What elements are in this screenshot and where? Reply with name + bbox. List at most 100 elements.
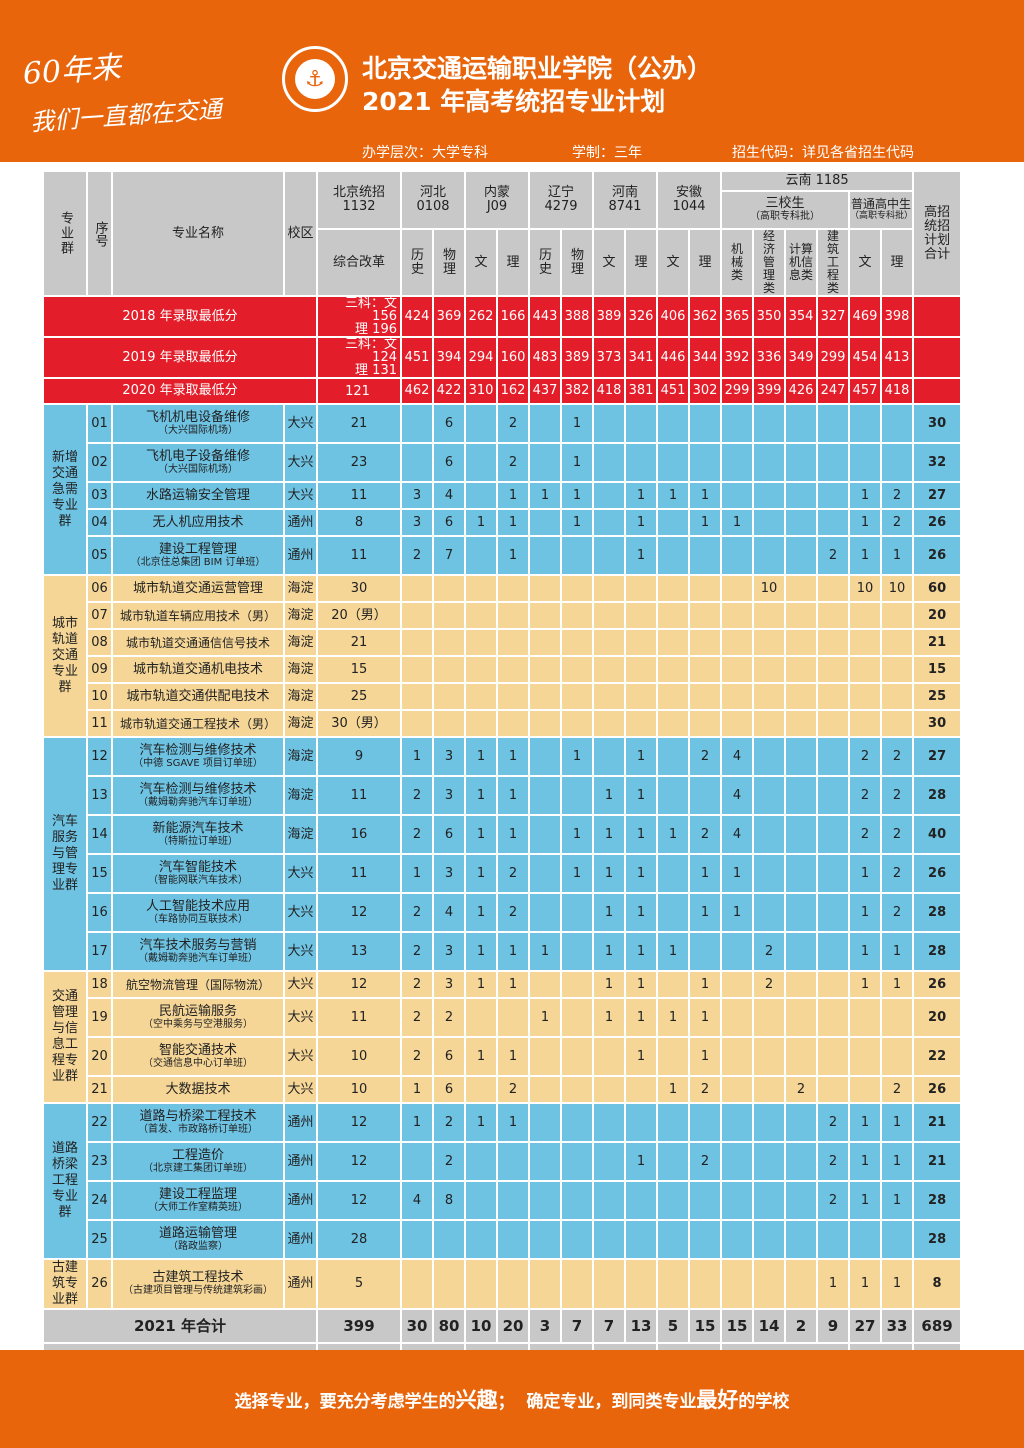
province-quota: [752, 775, 787, 816]
province-quota: [656, 892, 691, 933]
score-value: 350: [752, 295, 787, 338]
province-quota: [784, 1036, 819, 1077]
province-quota: 1: [495, 775, 531, 816]
province-quota: [592, 628, 627, 657]
campus: 通州: [283, 535, 318, 576]
province-quota: 1: [400, 1102, 434, 1143]
province-quota: 2: [400, 814, 434, 855]
province-quota: [784, 628, 819, 657]
row-total: 30: [912, 403, 963, 444]
province-quota: 6: [432, 1036, 466, 1077]
row-seq: 17: [86, 931, 113, 972]
province-quota: [528, 709, 563, 738]
province-quota: [624, 1102, 659, 1143]
row-seq: 22: [86, 1102, 113, 1143]
score-value: 326: [624, 295, 659, 338]
province-quota: [816, 601, 851, 630]
header-subcol: 理: [880, 228, 915, 297]
province-quota: 1: [528, 481, 563, 510]
province-quota: [592, 736, 627, 777]
province-quota: [464, 442, 498, 483]
province-quota: [592, 1075, 627, 1104]
header-putong: 普通高中生 （高职专科批）: [848, 190, 915, 230]
province-quota: [528, 1102, 563, 1143]
province-quota: [528, 403, 563, 444]
major-subtitle: （大师工作室精英班）: [148, 1201, 248, 1213]
province-quota: 1: [464, 853, 498, 894]
province-quota: 4: [720, 775, 755, 816]
province-quota: 1: [624, 970, 659, 999]
province-quota: 6: [432, 1075, 466, 1104]
row-seq: 18: [86, 970, 113, 999]
score-value: 451: [400, 336, 434, 379]
row-seq: 19: [86, 997, 113, 1038]
sum-value: 7: [560, 1308, 595, 1344]
major-title: 建设工程监理: [158, 1186, 237, 1202]
header-subcol: 物理: [432, 228, 466, 297]
province-quota: [848, 1075, 883, 1104]
row-total: 28: [912, 775, 963, 816]
province-quota: 1: [495, 736, 531, 777]
province-quota: [464, 709, 498, 738]
major-title: 汽车检测与维修技术: [139, 742, 257, 758]
score-value: 362: [688, 295, 723, 338]
province-quota: 1: [720, 853, 755, 894]
footer-emphasis: 兴趣: [455, 1388, 498, 1412]
row-total: 28: [912, 892, 963, 933]
score-value: 373: [592, 336, 627, 379]
province-quota: [432, 655, 466, 684]
province-quota: 1: [848, 481, 883, 510]
province-quota: 1: [400, 736, 434, 777]
province-quota: 3: [432, 853, 466, 894]
province-quota: 1: [848, 892, 883, 933]
major-subtitle: （路政监察）: [168, 1240, 228, 1252]
score-value: 398: [880, 295, 915, 338]
score-value: 365: [720, 295, 755, 338]
province-quota: [784, 1258, 819, 1310]
province-quota: [624, 442, 659, 483]
province-quota: [400, 628, 434, 657]
province-quota: [528, 1075, 563, 1104]
table-row: 23 工程造价 （北京建工集团订单班） 通州 12 2 1 2 2 1 1 21: [43, 1141, 963, 1182]
province-quota: 1: [592, 892, 627, 933]
province-quota: 1: [560, 508, 595, 537]
province-quota: [752, 709, 787, 738]
province-quota: 1: [464, 892, 498, 933]
table-row: 08 城市轨道交通通信信号技术 海淀 21 21: [43, 628, 963, 657]
province-quota: [752, 892, 787, 933]
province-quota: [464, 628, 498, 657]
province-quota: [816, 736, 851, 777]
province-quota: [784, 481, 819, 510]
province-quota: [720, 709, 755, 738]
province-quota: [688, 535, 723, 576]
province-quota: 2: [495, 1075, 531, 1104]
score-value: 354: [784, 295, 819, 338]
province-quota: 1: [880, 1180, 915, 1221]
province-quota: [432, 601, 466, 630]
row-total: 26: [912, 508, 963, 537]
province-quota: 10: [880, 574, 915, 603]
province-quota: [656, 970, 691, 999]
province-quota: [592, 481, 627, 510]
province-quota: [624, 403, 659, 444]
major-name: 汽车检测与维修技术 （戴姆勒奔驰汽车订单班）: [111, 775, 285, 816]
page-title: 北京交通运输职业学院（公办） 2021 年高考统招专业计划: [362, 52, 712, 118]
campus: 大兴: [283, 442, 318, 483]
score-value: 389: [560, 336, 595, 379]
row-seq: 07: [86, 601, 113, 630]
province-quota: [624, 655, 659, 684]
province-quota: [720, 1075, 755, 1104]
sum-row: 2021 年合计 399 30 80 10 20 3 7 7 13 5 15 15 14 2 9 27 33 689: [42, 1308, 963, 1344]
province-quota: [688, 1258, 723, 1310]
province-quota: [688, 709, 723, 738]
province-quota: 1: [880, 970, 915, 999]
row-total: 28: [912, 1219, 963, 1260]
province-quota: [688, 601, 723, 630]
score-value: 424: [400, 295, 434, 338]
table-row: 13 汽车检测与维修技术 （戴姆勒奔驰汽车订单班） 海淀 11 2 3 1 1 1 1 4 2 2 28: [43, 775, 963, 816]
score-beijing-line2: 理 196: [355, 322, 397, 337]
score-value: 418: [592, 377, 627, 405]
province-quota: [560, 1036, 595, 1077]
table-row: 21 大数据技术 大兴 10 1 6 2 1 2 2 2 26: [43, 1075, 963, 1104]
campus: 海淀: [283, 601, 318, 630]
